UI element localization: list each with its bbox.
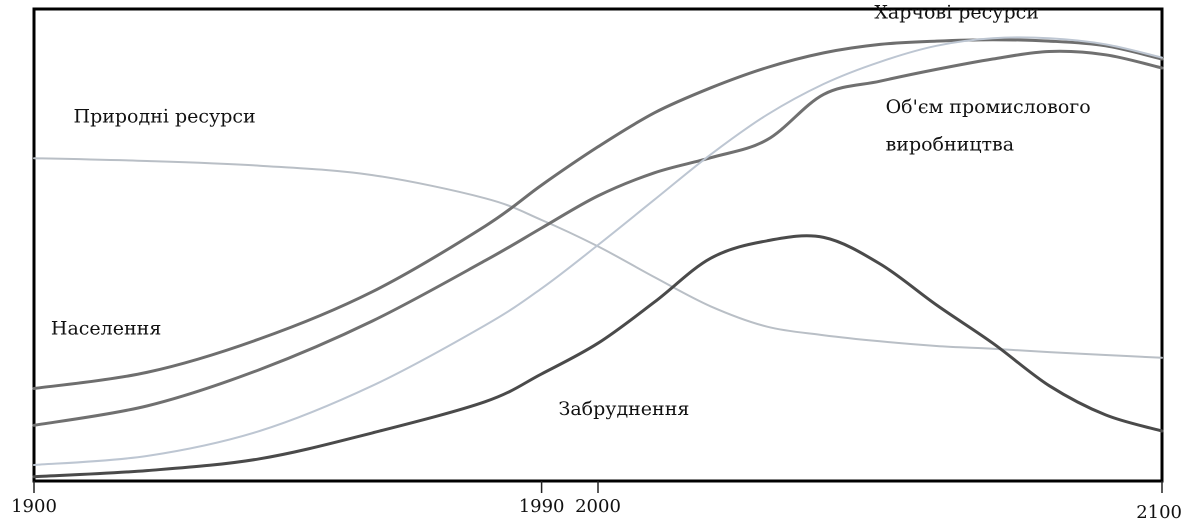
- series-label-4: Об'єм промислового: [886, 96, 1091, 118]
- series-label-5: виробництва: [886, 134, 1014, 156]
- x-tick-2100: 2100: [1136, 502, 1182, 522]
- series-line-1: [33, 157, 1163, 359]
- series-label-1: Природні ресурси: [74, 105, 256, 127]
- x-tick-1990: 1990: [519, 496, 565, 517]
- series-line-2: [32, 38, 1164, 390]
- series-label-2: Населення: [51, 318, 161, 340]
- series-label-6: Забруднення: [559, 398, 690, 420]
- x-tick-2000: 2000: [575, 496, 621, 517]
- series-line-3: [32, 49, 1164, 427]
- x-tick-1900: 1900: [11, 496, 57, 517]
- series-line-4: [33, 36, 1163, 466]
- x-tick-layer: 1900 1990 2000 2100: [11, 481, 1182, 522]
- series-label-3: Харчові ресурси: [874, 1, 1039, 23]
- annotation-layer: Природні ресурси Населення Харчові ресурси…: [51, 1, 1091, 420]
- series-line-5: [32, 234, 1164, 479]
- series-layer: [32, 36, 1164, 479]
